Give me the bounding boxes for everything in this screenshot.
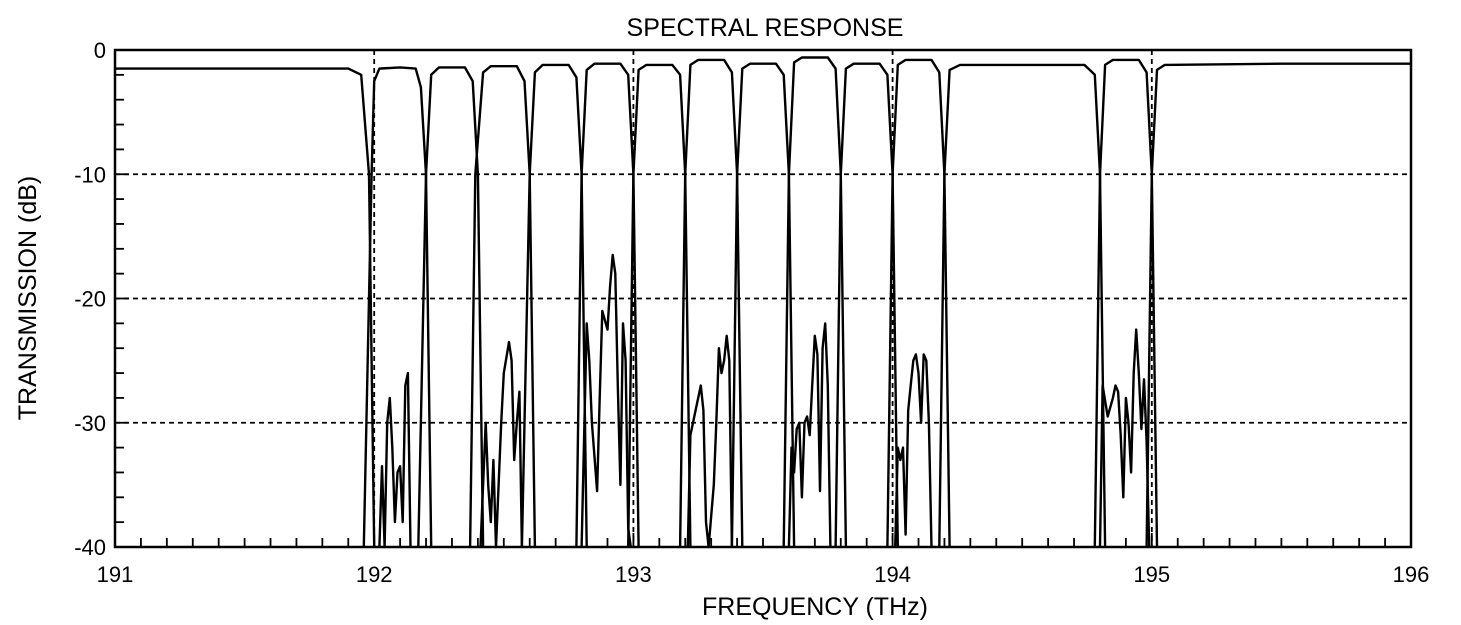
- tick-labels: 191 192 193 194 195 196 0 -10 -20 -30 -40: [74, 38, 1429, 587]
- y-tick-label: -30: [74, 411, 106, 436]
- series-line: [115, 67, 376, 548]
- series-line: [627, 63, 692, 548]
- x-tick-label: 194: [874, 562, 911, 587]
- series-line: [1098, 328, 1151, 548]
- y-tick-label: -40: [74, 535, 106, 560]
- y-tick-label: -20: [74, 287, 106, 312]
- x-tick-label: 195: [1133, 562, 1170, 587]
- series-line: [575, 62, 640, 548]
- series-group: [115, 56, 1411, 549]
- series-line: [894, 353, 933, 548]
- series-line: [378, 371, 412, 549]
- series-line: [1145, 62, 1411, 548]
- series-line: [686, 334, 734, 549]
- series-line: [468, 65, 537, 548]
- series-line: [678, 58, 744, 548]
- x-tick-label: 192: [356, 562, 393, 587]
- series-line: [938, 63, 1107, 548]
- series-line: [520, 63, 588, 548]
- x-tick-label: 191: [97, 562, 134, 587]
- x-tick-label: 196: [1393, 562, 1430, 587]
- x-tick-label: 193: [615, 562, 652, 587]
- chart-title: SPECTRAL RESPONSE: [627, 14, 904, 42]
- x-axis-label: FREQUENCY (THz): [702, 593, 928, 621]
- axis-ticks: [114, 49, 1412, 548]
- grid-lines: [115, 50, 1411, 547]
- series-line: [787, 322, 832, 548]
- series-line: [479, 340, 524, 549]
- series-line: [580, 253, 632, 548]
- series-line: [1093, 58, 1159, 548]
- y-axis-label: TRANSMISSION (dB): [14, 176, 42, 420]
- y-tick-label: -10: [74, 162, 106, 187]
- series-line: [782, 56, 848, 548]
- series-line: [362, 66, 433, 548]
- series-line: [730, 62, 796, 548]
- series-line: [886, 58, 951, 548]
- series-line: [834, 62, 899, 548]
- y-tick-label: 0: [94, 38, 106, 63]
